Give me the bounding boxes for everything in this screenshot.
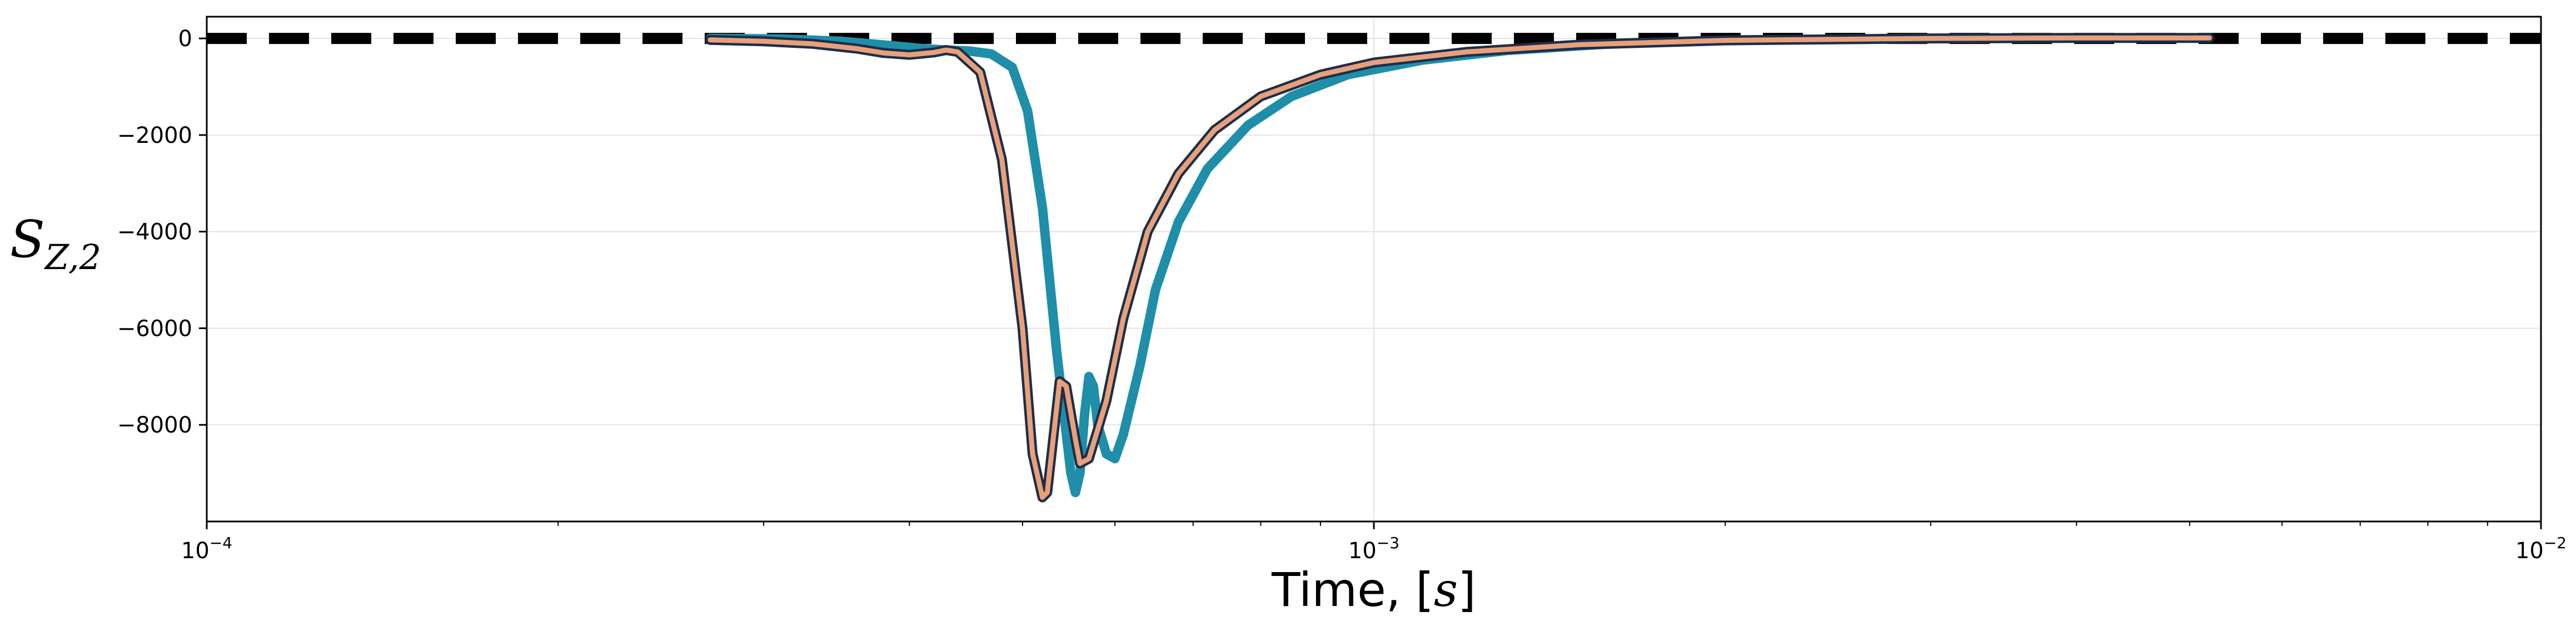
y-axis-label: SZ,2 xyxy=(10,210,101,277)
ticks: 10−4 10−3 10−2 0 −2000 −4000 −6000 −8000 xyxy=(117,26,2567,564)
y-tick-label: −4000 xyxy=(117,220,192,245)
y-tick-label: −6000 xyxy=(117,316,192,341)
y-tick-label: 0 xyxy=(178,26,192,52)
y-tick-label: −2000 xyxy=(117,123,192,148)
series-line-3 xyxy=(707,35,2213,500)
x-axis-label: Time, [s] xyxy=(1271,563,1476,617)
x-tick-label: 10−2 xyxy=(2515,534,2567,564)
y-tick-label: −8000 xyxy=(117,413,192,438)
x-tick-label: 10−4 xyxy=(181,534,232,564)
x-tick-label: 10−3 xyxy=(1348,534,1399,564)
series-layer xyxy=(207,33,2541,503)
